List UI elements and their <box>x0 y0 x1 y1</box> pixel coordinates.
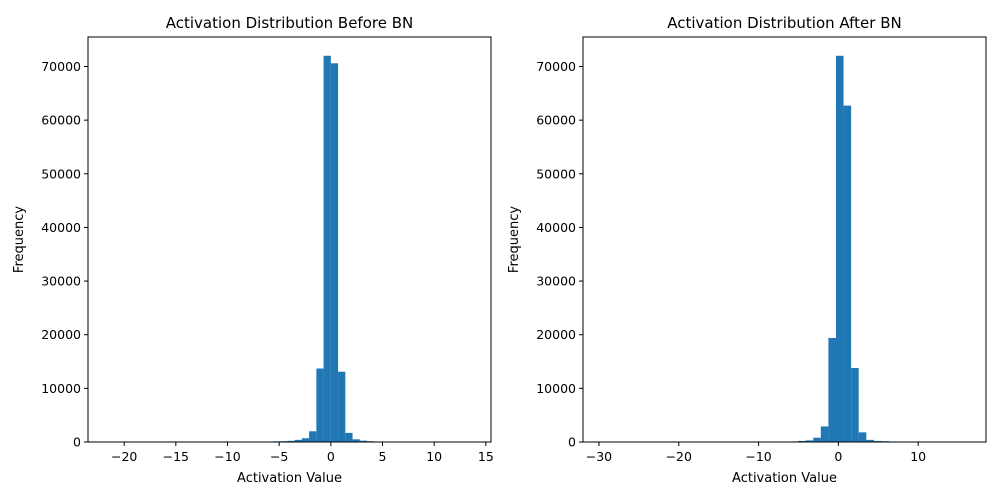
x-tick-label: −10 <box>745 449 771 464</box>
histogram-bar <box>359 440 367 442</box>
y-tick-label: 70000 <box>41 59 81 74</box>
y-tick-label: 10000 <box>536 381 576 396</box>
x-axis-label: Activation Value <box>237 471 342 486</box>
histogram-bar <box>805 440 814 442</box>
bars-group <box>790 55 897 442</box>
histogram-bar <box>798 440 806 442</box>
y-tick-label: 20000 <box>41 327 81 342</box>
x-tick-label: −10 <box>214 449 240 464</box>
plot-frame <box>582 36 987 443</box>
x-tick-label: −20 <box>666 449 692 464</box>
y-axis-label: Frequency <box>12 206 27 273</box>
histogram-bar <box>345 432 353 442</box>
histogram-bar <box>835 55 844 442</box>
y-tick-label: 0 <box>73 435 81 450</box>
y-tick-label: 0 <box>568 435 576 450</box>
y-tick-label: 50000 <box>41 166 81 181</box>
histogram-bar <box>338 371 346 442</box>
x-tick-label: −30 <box>586 449 612 464</box>
y-tick-label: 40000 <box>536 220 576 235</box>
histogram-bar <box>301 438 310 442</box>
y-tick-label: 30000 <box>536 274 576 289</box>
chart-title: Activation Distribution Before BN <box>166 14 413 32</box>
x-tick-label: 5 <box>379 449 387 464</box>
histogram-bar <box>828 337 836 442</box>
chart-before-bn: Activation Distribution Before BN −20 −15… <box>12 14 494 486</box>
x-tick-label: −20 <box>111 449 137 464</box>
x-tick-label: 0 <box>327 449 335 464</box>
y-tick-label: 70000 <box>536 59 576 74</box>
histogram-bar <box>352 439 360 442</box>
x-axis-ticks: −20 −15 −10 −5 0 5 10 15 <box>111 442 494 464</box>
x-axis-ticks: −30 −20 −10 0 10 <box>586 442 926 464</box>
histogram-bar <box>323 55 331 442</box>
y-axis-ticks: 0 10000 20000 30000 40000 50000 60000 70000 <box>536 59 583 450</box>
y-tick-label: 60000 <box>536 113 576 128</box>
x-tick-label: −5 <box>270 449 288 464</box>
chart-title: Activation Distribution After BN <box>667 14 901 32</box>
histogram-bar <box>813 437 821 442</box>
histogram-bar <box>873 440 882 442</box>
y-tick-label: 10000 <box>41 381 81 396</box>
histogram-bar <box>330 63 339 443</box>
y-tick-label: 50000 <box>536 166 576 181</box>
y-axis-ticks: 0 10000 20000 30000 40000 50000 60000 70000 <box>41 59 88 450</box>
plot-frame <box>87 36 492 443</box>
y-tick-label: 60000 <box>41 113 81 128</box>
x-tick-label: 0 <box>834 449 842 464</box>
histogram-bar <box>820 426 829 442</box>
chart-after-bn: Activation Distribution After BN −30 −20−… <box>507 14 987 486</box>
y-tick-label: 40000 <box>41 220 81 235</box>
bars-group <box>272 55 382 443</box>
histogram-bar <box>294 439 302 442</box>
histogram-bar <box>843 105 852 442</box>
histogram-bar <box>309 431 317 442</box>
y-axis-label: Frequency <box>507 206 522 273</box>
x-axis-label: Activation Value <box>732 471 837 486</box>
histogram-bar <box>287 440 295 442</box>
x-tick-label: 10 <box>910 449 926 464</box>
x-tick-label: 10 <box>426 449 442 464</box>
x-tick-label: −15 <box>163 449 189 464</box>
histogram-bar <box>851 367 859 442</box>
histogram-bar <box>866 439 874 442</box>
x-tick-label: 15 <box>478 449 494 464</box>
histogram-bar <box>858 432 867 442</box>
histogram-bar <box>316 368 324 442</box>
y-tick-label: 30000 <box>41 274 81 289</box>
y-tick-label: 20000 <box>536 327 576 342</box>
